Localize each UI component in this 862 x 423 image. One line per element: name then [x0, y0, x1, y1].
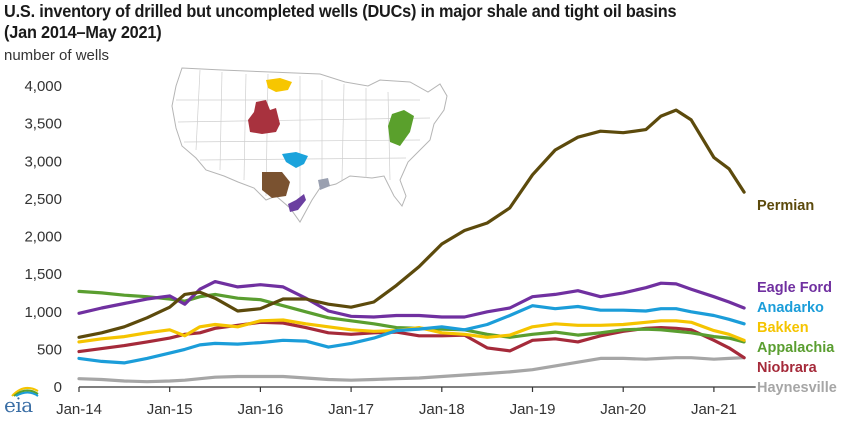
map-region-eagle-ford [288, 194, 306, 212]
series-label-bakken: Bakken [757, 320, 809, 336]
x-axis: Jan-14 Jan-15 Jan-16 Jan-17 Jan-18 Jan-19 Jan-… [56, 386, 756, 418]
y-tick-label: 1,500 [24, 266, 62, 283]
series-label-niobrara: Niobrara [757, 360, 818, 376]
logo-text: eia [4, 393, 33, 417]
y-tick-label: 2,000 [24, 229, 62, 246]
x-tick-label: Jan-14 [56, 401, 102, 418]
y-axis: 0 500 1,000 1,500 2,000 2,500 3,000 3,500 4,000 [24, 78, 62, 396]
series-line-eagle-ford [77, 280, 746, 319]
map-region-appalachia [388, 110, 414, 146]
y-tick-label: 500 [37, 341, 62, 358]
x-tick-label: Jan-21 [691, 401, 737, 418]
eia-logo: eia [4, 386, 39, 417]
series-label-permian: Permian [757, 198, 814, 214]
map-region-niobrara [248, 100, 280, 134]
series-label-appalachia: Appalachia [757, 340, 835, 356]
series-label-haynesville: Haynesville [757, 380, 837, 396]
series-label-eagle-ford: Eagle Ford [757, 280, 832, 296]
chart-title-line1: U.S. inventory of drilled but uncomplete… [4, 1, 677, 21]
series-line-haynesville [77, 356, 746, 384]
series-lines [77, 108, 746, 384]
chart-title-line2: (Jan 2014–May 2021) [4, 22, 162, 42]
y-tick-label: 0 [54, 379, 62, 396]
x-tick-label: Jan-18 [419, 401, 465, 418]
series-line-anadarko [77, 304, 746, 365]
y-tick-label: 2,500 [24, 191, 62, 208]
y-tick-label: 3,500 [24, 116, 62, 133]
logo-arc-icon [11, 386, 39, 397]
us-outline [171, 67, 448, 223]
map-region-permian [262, 172, 290, 198]
x-tick-label: Jan-15 [147, 401, 193, 418]
series-label-anadarko: Anadarko [757, 300, 824, 316]
y-tick-label: 1,000 [24, 304, 62, 321]
series-line-permian [77, 108, 746, 339]
y-tick-label: 3,000 [24, 153, 62, 170]
x-tick-label: Jan-19 [510, 401, 556, 418]
y-tick-label: 4,000 [24, 78, 62, 95]
x-tick-label: Jan-17 [328, 401, 374, 418]
map-region-haynesville [318, 178, 330, 190]
chart-title: U.S. inventory of drilled but uncomplete… [4, 1, 677, 43]
series-labels: Permian Eagle Ford Anadarko Bakken Appalachi… [757, 198, 837, 396]
map-region-bakken [266, 78, 292, 92]
us-map-inset [171, 67, 448, 223]
x-tick-label: Jan-20 [600, 401, 646, 418]
x-tick-label: Jan-16 [237, 401, 283, 418]
y-axis-unit-label: number of wells [4, 47, 110, 64]
map-region-anadarko [282, 152, 308, 168]
